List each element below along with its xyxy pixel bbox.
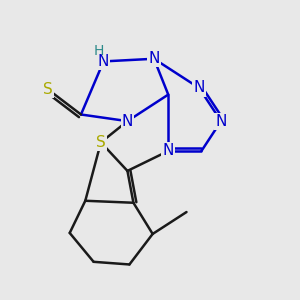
Text: N: N <box>215 114 227 129</box>
Text: N: N <box>148 51 160 66</box>
Text: S: S <box>96 135 106 150</box>
Text: N: N <box>98 54 109 69</box>
Text: N: N <box>194 80 205 95</box>
Text: N: N <box>163 143 174 158</box>
Text: S: S <box>43 82 53 97</box>
Text: H: H <box>93 44 104 58</box>
Text: N: N <box>122 114 133 129</box>
